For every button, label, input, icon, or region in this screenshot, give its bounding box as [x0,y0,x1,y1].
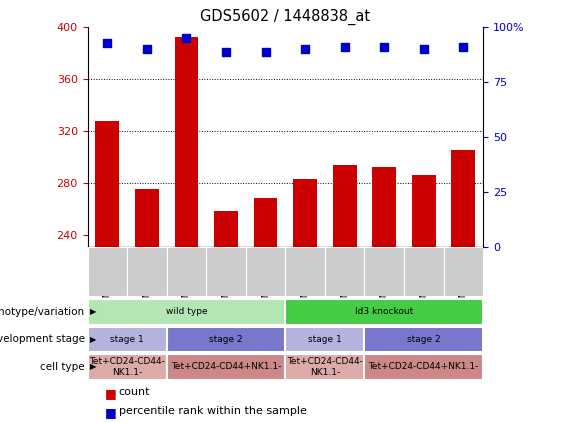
Bar [95,121,119,247]
Point [459,44,468,51]
Bar [285,247,325,296]
Bar [285,327,364,352]
Title: GDS5602 / 1448838_at: GDS5602 / 1448838_at [200,8,371,25]
Point [380,44,389,51]
Bar [325,247,364,296]
Text: ■: ■ [105,406,116,419]
Bar [88,299,285,324]
Bar [254,198,277,247]
Bar [167,354,285,379]
Text: ■: ■ [105,387,116,400]
Text: wild type: wild type [166,308,207,316]
Bar [88,247,127,296]
Bar [364,327,483,352]
Bar [206,247,246,296]
Bar [88,247,127,296]
Point [103,39,112,46]
Text: ▶: ▶ [90,335,97,344]
Point [340,44,349,51]
Point [301,46,310,53]
Bar [175,36,198,247]
Bar [127,247,167,296]
Bar [167,327,285,352]
Bar [451,151,475,247]
Text: stage 2: stage 2 [209,335,243,344]
Bar [364,354,483,379]
Bar [135,189,159,247]
Bar [167,247,206,296]
Bar [333,165,357,247]
Bar [88,354,167,379]
Bar [285,299,483,324]
Text: ▶: ▶ [90,308,97,316]
Text: Tet+CD24-CD44-
NK1.1-: Tet+CD24-CD44- NK1.1- [287,357,363,376]
Bar [206,247,246,296]
Bar [364,247,404,296]
Bar [325,247,364,296]
Text: Tet+CD24-CD44+NK1.1-: Tet+CD24-CD44+NK1.1- [368,363,479,371]
Text: cell type: cell type [40,362,85,372]
Bar [444,247,483,296]
Text: Tet+CD24-CD44+NK1.1-: Tet+CD24-CD44+NK1.1- [171,363,281,371]
Bar [167,247,206,296]
Bar [404,247,444,296]
Text: stage 1: stage 1 [110,335,144,344]
Bar [293,179,317,247]
Bar [444,247,483,296]
Bar [214,211,238,247]
Bar [88,327,167,352]
Text: count: count [119,387,150,397]
Bar [404,247,444,296]
Text: percentile rank within the sample: percentile rank within the sample [119,406,307,416]
Point [419,46,428,53]
Text: Tet+CD24-CD44-
NK1.1-: Tet+CD24-CD44- NK1.1- [89,357,165,376]
Text: development stage: development stage [0,335,85,344]
Bar [372,167,396,247]
Bar [246,247,285,296]
Point [142,46,151,53]
Point [182,35,191,42]
Text: Id3 knockout: Id3 knockout [355,308,414,316]
Bar [127,247,167,296]
Bar [285,354,364,379]
Bar [412,175,436,247]
Text: genotype/variation: genotype/variation [0,307,85,317]
Bar [246,247,285,296]
Bar [285,247,325,296]
Point [261,48,270,55]
Bar [364,247,404,296]
Point [221,48,231,55]
Text: stage 2: stage 2 [407,335,441,344]
Text: ▶: ▶ [90,363,97,371]
Text: stage 1: stage 1 [308,335,342,344]
